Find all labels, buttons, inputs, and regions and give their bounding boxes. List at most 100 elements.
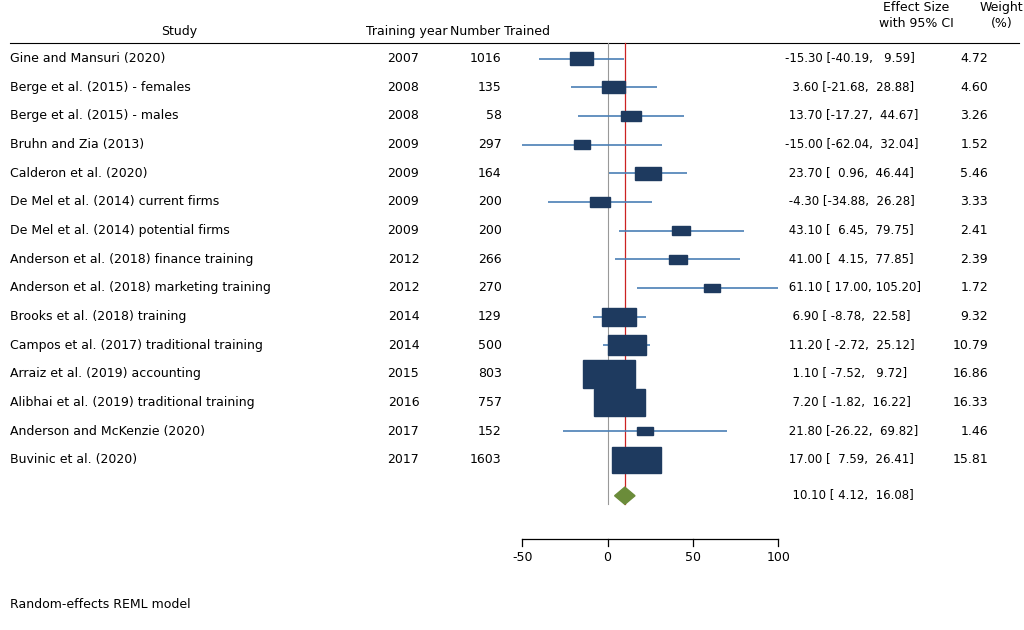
Text: Effect Size
with 95% CI: Effect Size with 95% CI	[880, 1, 953, 30]
Text: Anderson and McKenzie (2020): Anderson and McKenzie (2020)	[10, 425, 205, 438]
Text: Buvinic et al. (2020): Buvinic et al. (2020)	[10, 454, 137, 466]
Bar	[602, 307, 637, 326]
Text: 2016: 2016	[388, 396, 419, 409]
Text: 2014: 2014	[388, 310, 419, 323]
Text: 2015: 2015	[387, 367, 420, 381]
Text: 9.32: 9.32	[961, 310, 988, 323]
Text: 3.33: 3.33	[961, 195, 988, 209]
Text: 270: 270	[478, 282, 502, 294]
Text: Anderson et al. (2018) marketing training: Anderson et al. (2018) marketing trainin…	[10, 282, 271, 294]
Text: 61.10 [ 17.00, 105.20]: 61.10 [ 17.00, 105.20]	[785, 282, 922, 294]
Text: 1.52: 1.52	[961, 138, 988, 151]
Text: 10.10 [ 4.12,  16.08]: 10.10 [ 4.12, 16.08]	[785, 490, 914, 502]
Text: 2009: 2009	[387, 195, 420, 209]
Text: Berge et al. (2015) - females: Berge et al. (2015) - females	[10, 81, 191, 94]
Text: 1603: 1603	[470, 454, 502, 466]
Text: 2012: 2012	[388, 253, 419, 266]
Text: 4.60: 4.60	[961, 81, 988, 94]
Text: 2008: 2008	[387, 110, 420, 122]
Bar	[584, 360, 636, 387]
Bar	[595, 389, 645, 416]
Polygon shape	[614, 487, 635, 505]
Text: 3.60 [-21.68,  28.88]: 3.60 [-21.68, 28.88]	[785, 81, 914, 94]
Text: Campos et al. (2017) traditional training: Campos et al. (2017) traditional trainin…	[10, 339, 263, 352]
Text: 2014: 2014	[388, 339, 419, 352]
Text: Brooks et al. (2018) training: Brooks et al. (2018) training	[10, 310, 186, 323]
Text: 1.10 [ -7.52,   9.72]: 1.10 [ -7.52, 9.72]	[785, 367, 907, 381]
Bar	[590, 197, 610, 207]
Bar	[636, 167, 660, 180]
Text: 2.39: 2.39	[961, 253, 988, 266]
Text: Random-effects REML model: Random-effects REML model	[10, 598, 190, 611]
Text: 1.46: 1.46	[961, 425, 988, 438]
Text: 152: 152	[478, 425, 502, 438]
Text: 2009: 2009	[387, 167, 420, 180]
Text: Alibhai et al. (2019) traditional training: Alibhai et al. (2019) traditional traini…	[10, 396, 255, 409]
Text: 10.79: 10.79	[952, 339, 988, 352]
Text: 297: 297	[478, 138, 502, 151]
Bar	[637, 427, 652, 435]
Text: 16.86: 16.86	[952, 367, 988, 381]
Text: Study: Study	[161, 25, 198, 38]
Text: -4.30 [-34.88,  26.28]: -4.30 [-34.88, 26.28]	[785, 195, 915, 209]
Text: 58: 58	[485, 110, 502, 122]
Text: 2008: 2008	[387, 81, 420, 94]
Text: Arraiz et al. (2019) accounting: Arraiz et al. (2019) accounting	[10, 367, 201, 381]
Text: 135: 135	[478, 81, 502, 94]
Text: 0: 0	[603, 551, 611, 564]
Text: 6.90 [ -8.78,  22.58]: 6.90 [ -8.78, 22.58]	[785, 310, 911, 323]
Text: 803: 803	[478, 367, 502, 381]
Text: 164: 164	[478, 167, 502, 180]
Text: 15.81: 15.81	[952, 454, 988, 466]
Bar	[703, 284, 720, 292]
Text: 50: 50	[685, 551, 700, 564]
Text: 7.20 [ -1.82,  16.22]: 7.20 [ -1.82, 16.22]	[785, 396, 911, 409]
Bar	[611, 447, 662, 473]
Text: -15.00 [-62.04,  32.04]: -15.00 [-62.04, 32.04]	[785, 138, 919, 151]
Text: 17.00 [  7.59,  26.41]: 17.00 [ 7.59, 26.41]	[785, 454, 914, 466]
Bar	[569, 52, 593, 65]
Text: 757: 757	[478, 396, 502, 409]
Text: 1.72: 1.72	[961, 282, 988, 294]
Text: Calderon et al. (2020): Calderon et al. (2020)	[10, 167, 147, 180]
Bar	[608, 335, 645, 355]
Text: Berge et al. (2015) - males: Berge et al. (2015) - males	[10, 110, 179, 122]
Text: 11.20 [ -2.72,  25.12]: 11.20 [ -2.72, 25.12]	[785, 339, 915, 352]
Text: Number Trained: Number Trained	[450, 25, 550, 38]
Bar	[574, 140, 590, 149]
Text: -15.30 [-40.19,   9.59]: -15.30 [-40.19, 9.59]	[785, 52, 915, 65]
Text: 2017: 2017	[387, 454, 420, 466]
Text: 23.70 [  0.96,  46.44]: 23.70 [ 0.96, 46.44]	[785, 167, 914, 180]
Text: Weight
(%): Weight (%)	[980, 1, 1023, 30]
Text: Training year: Training year	[366, 25, 447, 38]
Text: 3.26: 3.26	[961, 110, 988, 122]
Bar	[672, 226, 690, 235]
Text: 2007: 2007	[387, 52, 420, 65]
Text: 2009: 2009	[387, 224, 420, 237]
Text: Gine and Mansuri (2020): Gine and Mansuri (2020)	[10, 52, 166, 65]
Text: 2012: 2012	[388, 282, 419, 294]
Bar	[621, 111, 641, 121]
Text: 43.10 [  6.45,  79.75]: 43.10 [ 6.45, 79.75]	[785, 224, 914, 237]
Text: 2009: 2009	[387, 138, 420, 151]
Text: 1016: 1016	[470, 52, 502, 65]
Text: 200: 200	[478, 195, 502, 209]
Text: De Mel et al. (2014) potential firms: De Mel et al. (2014) potential firms	[10, 224, 230, 237]
Text: 16.33: 16.33	[952, 396, 988, 409]
Text: 129: 129	[478, 310, 502, 323]
Text: 4.72: 4.72	[961, 52, 988, 65]
Bar	[669, 255, 686, 264]
Text: -50: -50	[512, 551, 532, 564]
Text: Bruhn and Zia (2013): Bruhn and Zia (2013)	[10, 138, 144, 151]
Bar	[602, 81, 626, 93]
Text: 200: 200	[478, 224, 502, 237]
Text: 41.00 [  4.15,  77.85]: 41.00 [ 4.15, 77.85]	[785, 253, 914, 266]
Text: De Mel et al. (2014) current firms: De Mel et al. (2014) current firms	[10, 195, 219, 209]
Text: Anderson et al. (2018) finance training: Anderson et al. (2018) finance training	[10, 253, 254, 266]
Text: 5.46: 5.46	[961, 167, 988, 180]
Text: 100: 100	[766, 551, 791, 564]
Text: 2017: 2017	[387, 425, 420, 438]
Text: 21.80 [-26.22,  69.82]: 21.80 [-26.22, 69.82]	[785, 425, 919, 438]
Text: 266: 266	[478, 253, 502, 266]
Text: 500: 500	[478, 339, 502, 352]
